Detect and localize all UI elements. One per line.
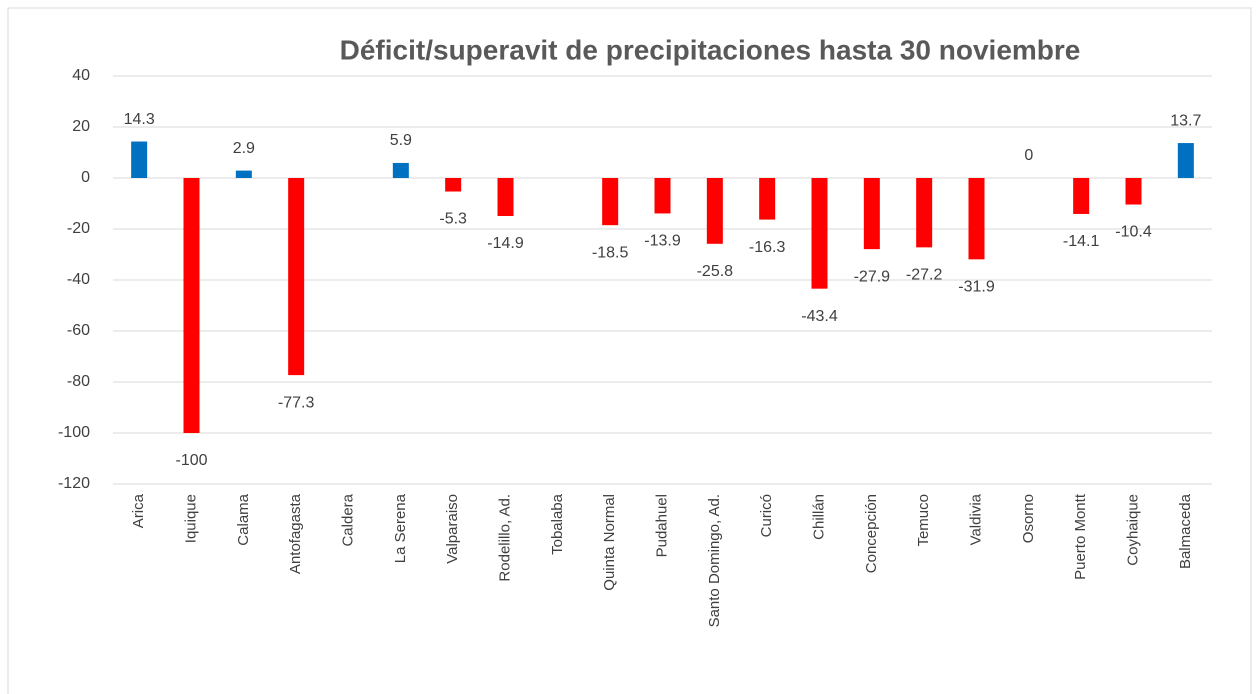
x-tick-label: Tobalaba <box>549 493 566 555</box>
bar <box>706 178 723 244</box>
value-label: 13.7 <box>1170 112 1201 129</box>
y-tick-label: -20 <box>67 220 90 237</box>
y-tick-label: 0 <box>81 169 90 186</box>
bar <box>235 170 252 178</box>
bar <box>497 178 514 216</box>
bar <box>1177 143 1194 178</box>
bar <box>863 178 880 250</box>
bar <box>811 178 828 289</box>
y-tick-label: -40 <box>67 271 90 288</box>
bar <box>131 141 148 178</box>
x-tick-label: Osorno <box>1020 494 1037 543</box>
bar <box>968 178 985 260</box>
value-label: 2.9 <box>233 140 255 157</box>
value-label: -5.3 <box>439 211 467 228</box>
bar <box>1125 178 1142 205</box>
bar <box>392 162 409 178</box>
x-tick-label: Curicó <box>758 494 775 537</box>
x-tick-label: Quinta Normal <box>601 494 618 591</box>
chart-title: Déficit/superavit de precipitaciones has… <box>340 34 1081 65</box>
x-tick-label: Iquique <box>182 494 199 543</box>
bar <box>602 178 619 226</box>
bar <box>654 178 671 214</box>
x-tick-label: Temuco <box>915 494 932 547</box>
value-label: -27.9 <box>854 268 891 285</box>
x-tick-label: Pudahuel <box>653 494 670 557</box>
value-label: -13.9 <box>644 233 681 250</box>
bar <box>1073 178 1090 214</box>
value-label: -10.4 <box>1115 224 1152 241</box>
value-label: -43.4 <box>801 308 838 325</box>
x-tick-label: Antofagasta <box>287 493 304 574</box>
x-tick-label: Santo Domingo, Ad. <box>706 494 723 627</box>
y-tick-label: 40 <box>72 67 90 84</box>
x-tick-label: Coyhaique <box>1124 494 1141 566</box>
y-tick-label: -120 <box>58 475 90 492</box>
value-label: -14.1 <box>1063 233 1100 250</box>
value-label: -100 <box>175 452 207 469</box>
chart-frame <box>7 7 1252 694</box>
y-tick-label: -60 <box>67 322 90 339</box>
y-tick-label: -100 <box>58 424 90 441</box>
bar <box>759 178 776 220</box>
y-tick-label: 20 <box>72 118 90 135</box>
x-tick-label: Chillán <box>810 494 827 540</box>
value-label: -16.3 <box>749 239 786 256</box>
value-label: 14.3 <box>124 111 155 128</box>
bar <box>445 178 462 192</box>
value-label: 0 <box>1024 147 1033 164</box>
x-tick-label: Calama <box>235 493 252 545</box>
x-tick-label: Puerto Montt <box>1072 493 1089 580</box>
x-tick-label: Arica <box>130 493 147 528</box>
value-label: -77.3 <box>278 394 315 411</box>
x-tick-label: Rodelillo, Ad. <box>496 494 513 582</box>
x-tick-label: Balmaceda <box>1177 493 1194 569</box>
x-tick-label: La Serena <box>392 493 409 563</box>
x-tick-label: Valdivia <box>967 493 984 545</box>
x-tick-label: Valparaiso <box>444 494 461 564</box>
x-tick-label: Concepción <box>863 494 880 573</box>
value-label: -14.9 <box>487 235 524 252</box>
x-tick-label: Caldera <box>339 493 356 546</box>
value-label: 5.9 <box>390 132 412 149</box>
value-label: -31.9 <box>958 279 995 296</box>
bar <box>288 178 305 376</box>
bar <box>916 178 933 248</box>
bar <box>183 178 200 433</box>
y-tick-label: -80 <box>67 373 90 390</box>
value-label: -25.8 <box>697 263 734 280</box>
value-label: -27.2 <box>906 267 943 284</box>
value-label: -18.5 <box>592 244 629 261</box>
